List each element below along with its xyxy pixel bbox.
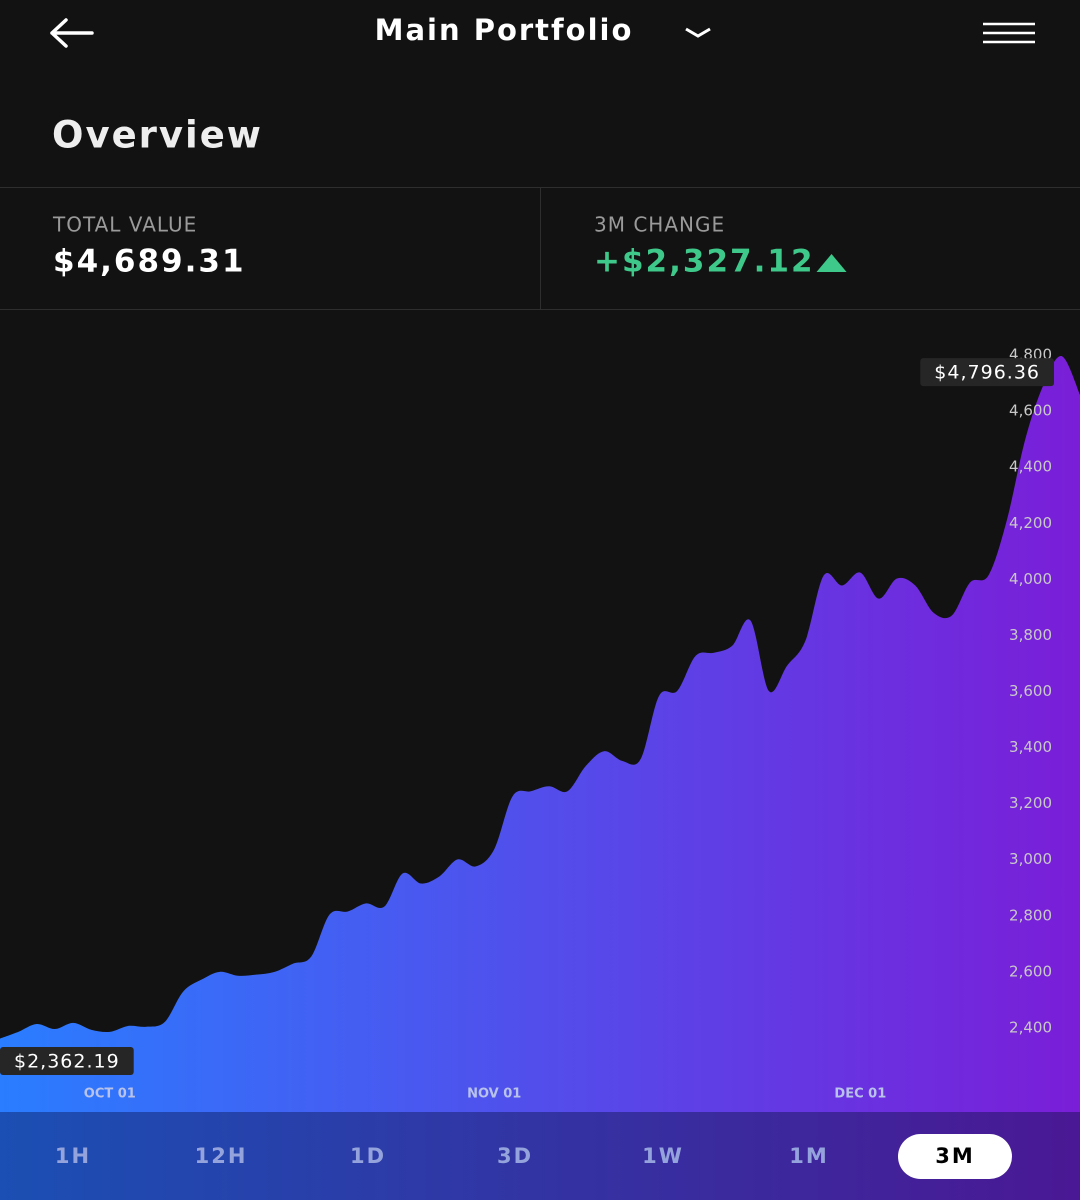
range-buttons: 1H 12H 1D 3D 1W 1M 3M bbox=[55, 1134, 1012, 1179]
range-button[interactable]: 3D bbox=[497, 1144, 533, 1168]
selected-pill bbox=[898, 1134, 1012, 1179]
dropdown-icon[interactable] bbox=[685, 27, 711, 38]
range-button[interactable]: 3M bbox=[935, 1144, 975, 1168]
range-button[interactable]: 1H bbox=[55, 1144, 91, 1168]
y-tick-label: 4,400 bbox=[1009, 458, 1052, 476]
y-tick-label: 3,000 bbox=[1009, 850, 1052, 868]
range-button[interactable]: 1D bbox=[350, 1144, 386, 1168]
y-tick-label: 4,000 bbox=[1009, 570, 1052, 588]
x-tick-label: NOV 01 bbox=[467, 1087, 521, 1102]
y-tick-label: 3,800 bbox=[1009, 626, 1052, 644]
value-label-text: $4,796.36 bbox=[934, 362, 1040, 384]
stat-value: $4,689.31 bbox=[53, 244, 246, 280]
value-label-box bbox=[920, 358, 1054, 387]
chart: 2,400 2,600 2,800 3,000 3,200 3,400 3,600 3,800… bbox=[0, 346, 1080, 1112]
x-tick-label: DEC 01 bbox=[834, 1087, 886, 1102]
value-label: $4,796.36 bbox=[920, 358, 1054, 387]
value-label-text: $2,362.19 bbox=[14, 1051, 120, 1073]
y-tick-label: 3,600 bbox=[1009, 682, 1052, 700]
range-button[interactable]: 12H bbox=[195, 1144, 248, 1168]
back-button[interactable] bbox=[50, 18, 94, 48]
value-label: $2,362.19 bbox=[0, 1047, 134, 1075]
overview-title: Overview bbox=[52, 114, 263, 157]
y-tick-label: 2,400 bbox=[1009, 1018, 1052, 1036]
y-tick-label: 3,200 bbox=[1009, 794, 1052, 812]
x-tick-label: OCT 01 bbox=[84, 1087, 136, 1102]
range-button[interactable]: 1M bbox=[789, 1144, 829, 1168]
stat-label: 3M CHANGE bbox=[594, 213, 725, 237]
y-tick-label: 2,800 bbox=[1009, 906, 1052, 924]
y-tick-label: 4,200 bbox=[1009, 514, 1052, 532]
y-tick-label: 2,600 bbox=[1009, 962, 1052, 980]
value-label-box bbox=[0, 1047, 134, 1075]
up-icon bbox=[816, 254, 847, 272]
range-button[interactable]: 1W bbox=[642, 1144, 684, 1168]
y-tick-label: 4,600 bbox=[1009, 402, 1052, 420]
stat-label: TOTAL VALUE bbox=[52, 213, 197, 237]
stat-value: +$2,327.12 bbox=[594, 244, 815, 280]
menu-button[interactable] bbox=[983, 22, 1035, 44]
portfolio-title[interactable]: Main Portfolio bbox=[375, 13, 634, 47]
area bbox=[0, 355, 1080, 1112]
y-tick-label: 3,400 bbox=[1009, 738, 1052, 756]
